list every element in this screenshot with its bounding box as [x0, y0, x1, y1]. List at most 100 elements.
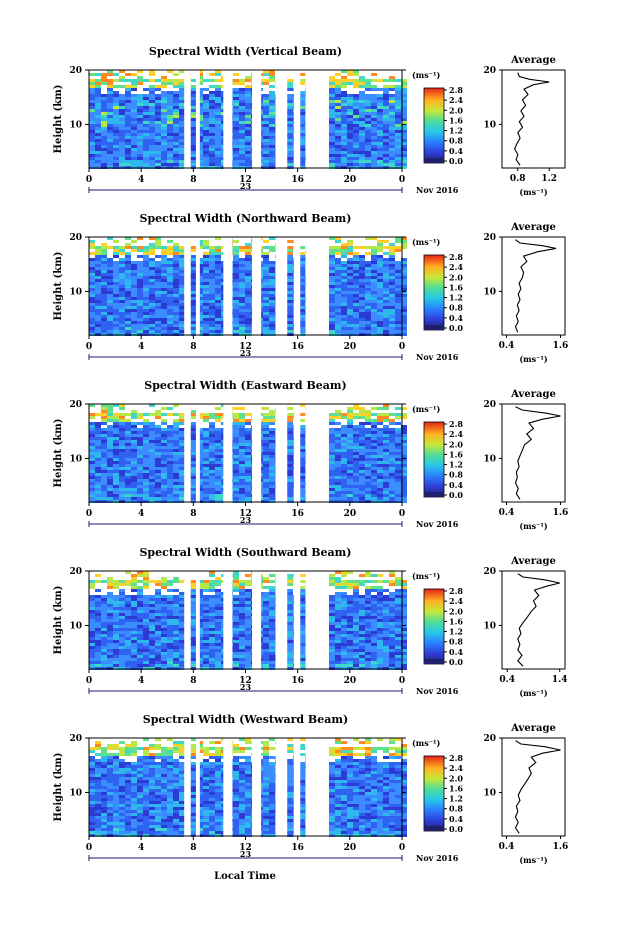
x-tick-label: 0	[86, 509, 92, 519]
average-x-tick-label: 0.8	[510, 174, 526, 184]
y-tick-label: 20	[69, 233, 82, 243]
colorbar-tick-label: 0.0	[449, 490, 463, 500]
colorbar-unit: (ms⁻¹)	[412, 70, 440, 80]
data-gap	[275, 737, 288, 837]
colorbar-tick-label: 1.6	[449, 449, 463, 459]
data-gap	[223, 69, 233, 169]
colorbar-tick-label: 2.8	[449, 85, 463, 95]
panel-title: Spectral Width (Vertical Beam)	[149, 45, 342, 58]
data-gap	[305, 69, 329, 169]
colorbar-tick-label: 2.0	[449, 272, 463, 282]
x-tick-label: 0	[86, 175, 92, 185]
average-x-tick-label: 0.4	[499, 508, 515, 518]
day-label: 23	[240, 849, 252, 859]
colorbar-tick-label: 0.4	[449, 146, 463, 156]
data-gap	[223, 570, 233, 670]
colorbar-tick-label: 0.0	[449, 657, 463, 667]
data-gap	[252, 737, 262, 837]
average-x-label: (ms⁻¹)	[519, 354, 547, 364]
colorbar-tick-label: 0.0	[449, 824, 463, 834]
average-y-tick-label: 10	[483, 287, 496, 297]
colorbar	[423, 588, 445, 665]
y-axis-label: Height (km)	[53, 586, 64, 655]
data-gap	[293, 236, 301, 336]
y-axis-label: Height (km)	[53, 85, 64, 154]
average-x-tick-label: 0.4	[499, 675, 515, 685]
average-y-tick-label: 20	[483, 734, 496, 744]
y-tick-label: 10	[69, 287, 82, 297]
average-x-tick-label: 0.4	[499, 341, 515, 351]
average-x-label: (ms⁻¹)	[519, 521, 547, 531]
data-gap	[293, 570, 301, 670]
y-axis-label: Height (km)	[53, 753, 64, 822]
data-gap	[184, 737, 191, 837]
colorbar	[423, 254, 445, 331]
colorbar-tick-label: 0.4	[449, 814, 463, 824]
average-x-label: (ms⁻¹)	[519, 688, 547, 698]
x-tick-label: 8	[190, 509, 196, 519]
colorbar	[423, 87, 445, 164]
heatmap-cells	[89, 404, 407, 503]
colorbar-tick-label: 0.4	[449, 313, 463, 323]
x-tick-label: 0	[399, 676, 405, 686]
date-label: Nov 2016	[416, 185, 459, 195]
colorbar-tick-label: 2.0	[449, 773, 463, 783]
colorbar-tick-label: 0.8	[449, 637, 463, 647]
average-title: Average	[510, 55, 556, 66]
x-tick-label: 0	[399, 342, 405, 352]
y-tick-label: 20	[69, 734, 82, 744]
data-gap	[252, 69, 262, 169]
colorbar-tick-label: 0.8	[449, 470, 463, 480]
average-x-label: (ms⁻¹)	[519, 187, 547, 197]
colorbar-tick-label: 2.0	[449, 606, 463, 616]
y-axis-label: Height (km)	[53, 419, 64, 488]
x-tick-label: 20	[344, 509, 357, 519]
data-gap	[275, 403, 288, 503]
day-label: 23	[240, 515, 252, 525]
y-tick-label: 20	[69, 66, 82, 76]
average-y-tick-label: 10	[483, 621, 496, 631]
y-tick-label: 10	[69, 621, 82, 631]
x-tick-label: 0	[399, 175, 405, 185]
colorbar-unit: (ms⁻¹)	[412, 404, 440, 414]
average-y-tick-label: 10	[483, 454, 496, 464]
panel-2: Spectral Width (Eastward Beam) 0 4 8 12 16 20 0…	[53, 379, 568, 531]
data-gap	[305, 403, 329, 503]
x-tick-label: 12	[239, 509, 252, 519]
y-tick-label: 20	[69, 400, 82, 410]
average-frame	[501, 403, 566, 503]
average-profile-line	[514, 406, 561, 500]
data-gap	[195, 403, 200, 503]
x-tick-label: 8	[190, 676, 196, 686]
y-tick-label: 20	[69, 567, 82, 577]
colorbar-tick-label: 1.2	[449, 794, 463, 804]
colorbar-bottom	[424, 492, 444, 497]
x-tick-label: 16	[291, 676, 304, 686]
data-gap	[305, 570, 329, 670]
date-label: Nov 2016	[416, 686, 459, 696]
x-tick-label: 16	[291, 843, 304, 853]
average-title: Average	[510, 556, 556, 567]
y-tick-label: 10	[69, 454, 82, 464]
x-axis-label: Local Time	[214, 871, 276, 882]
colorbar-tick-label: 0.4	[449, 480, 463, 490]
heatmap-cells	[89, 738, 407, 837]
colorbar-tick-label: 2.8	[449, 753, 463, 763]
day-label: 23	[240, 348, 252, 358]
average-x-tick-label: 1.6	[553, 508, 569, 518]
x-tick-label: 0	[399, 509, 405, 519]
panel-0: Spectral Width (Vertical Beam) 0 4 8 12 16 20 0…	[53, 45, 566, 197]
x-tick-label: 16	[291, 509, 304, 519]
data-gap	[223, 403, 233, 503]
panel-3: Spectral Width (Southward Beam) 0 4 8 12 16 20…	[53, 546, 568, 698]
colorbar-bottom	[424, 826, 444, 831]
x-tick-label: 4	[138, 175, 144, 185]
x-tick-label: 12	[239, 175, 252, 185]
average-profile-line	[514, 740, 561, 834]
x-tick-label: 0	[399, 843, 405, 853]
average-title: Average	[510, 222, 556, 233]
average-x-tick-label: 1.6	[553, 341, 569, 351]
date-label: Nov 2016	[416, 519, 459, 529]
data-gap	[275, 570, 288, 670]
